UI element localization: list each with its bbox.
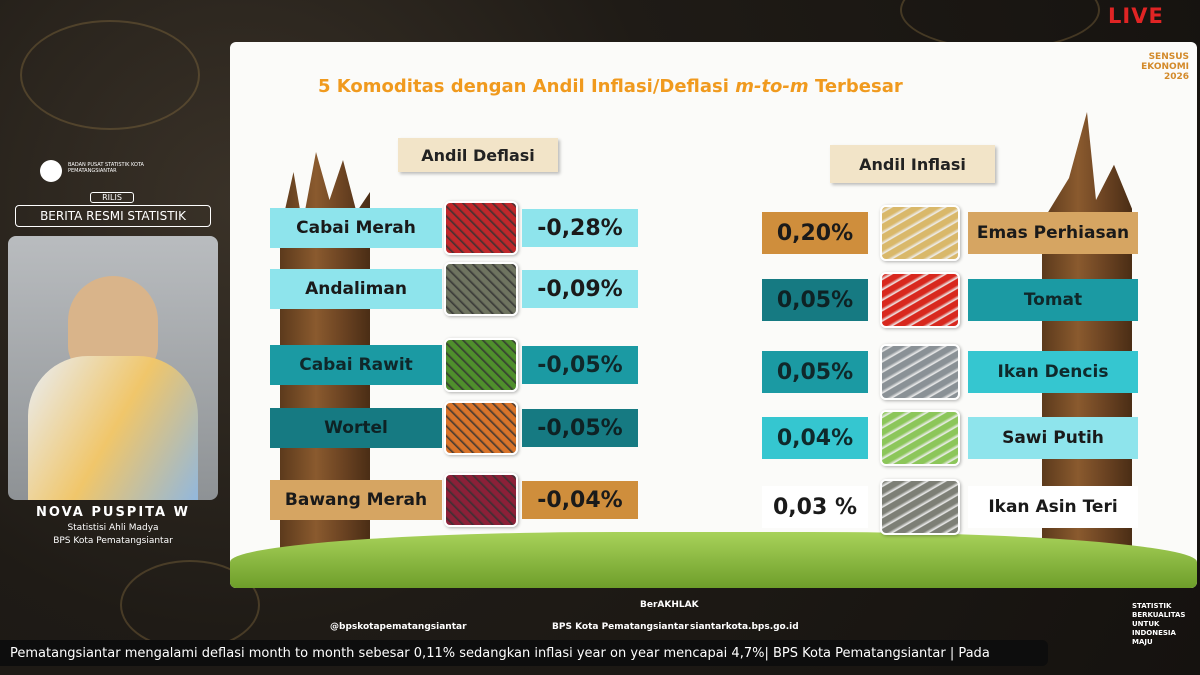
background-swirl — [20, 20, 200, 130]
presenter-name: NOVA PUSPITA W — [36, 505, 190, 520]
motto-line: UNTUK — [1132, 620, 1160, 628]
berakhlak-logo: BerAKHLAK — [640, 600, 699, 610]
instagram-handle: @bpskotapematangsiantar — [330, 622, 467, 632]
banner: BERITA RESMI STATISTIK — [15, 205, 211, 227]
commodity-name: Cabai Merah — [270, 208, 442, 248]
presenter-role: Statistisi Ahli Madya — [67, 523, 159, 533]
commodity-image — [880, 410, 960, 466]
motto-line: INDONESIA — [1132, 629, 1176, 637]
commodity-name: Tomat — [968, 279, 1138, 321]
presenter-office: BPS Kota Pematangsiantar — [53, 536, 173, 546]
contribution-value: -0,04% — [522, 481, 638, 519]
logo-line: EKONOMI — [1141, 62, 1189, 72]
logo-line: 2026 — [1163, 72, 1189, 82]
contribution-value: 0,05% — [762, 279, 868, 321]
footer-website: siantarkota.bps.go.id — [690, 622, 799, 632]
commodity-image — [880, 272, 960, 328]
commodity-image — [880, 479, 960, 535]
commodity-image — [880, 205, 960, 261]
presenter-video — [8, 236, 218, 500]
motto-line: MAJU — [1132, 638, 1153, 646]
title-italic: m-to-m — [735, 76, 809, 97]
slide: 5 Komoditas dengan Andil Inflasi/Deflasi… — [230, 42, 1197, 588]
title-suffix: Terbesar — [814, 76, 903, 97]
commodity-image — [880, 344, 960, 400]
title-prefix: 5 Komoditas dengan Andil Inflasi/Deflasi — [318, 76, 729, 97]
commodity-name: Emas Perhiasan — [968, 212, 1138, 254]
rilis-label: RILIS — [90, 192, 134, 203]
contribution-value: 0,04% — [762, 417, 868, 459]
contribution-value: 0,20% — [762, 212, 868, 254]
slide-title: 5 Komoditas dengan Andil Inflasi/Deflasi… — [318, 76, 903, 97]
contribution-value: -0,28% — [522, 209, 638, 247]
commodity-name: Ikan Dencis — [968, 351, 1138, 393]
motto: STATISTIK BERKUALITAS UNTUK INDONESIA MAJU — [1132, 602, 1185, 647]
commodity-name: Wortel — [270, 408, 442, 448]
commodity-image — [444, 401, 518, 455]
commodity-name: Bawang Merah — [270, 480, 442, 520]
commodity-image — [444, 473, 518, 527]
motto-line: STATISTIK — [1132, 602, 1172, 610]
commodity-image — [444, 201, 518, 255]
footer-brand: BPS Kota Pematangsiantar — [552, 622, 689, 632]
contribution-value: -0,09% — [522, 270, 638, 308]
bps-logo — [40, 160, 62, 182]
commodity-name: Sawi Putih — [968, 417, 1138, 459]
grass — [230, 532, 1197, 588]
contribution-value: -0,05% — [522, 409, 638, 447]
sensus-logo: SENSUS EKONOMI 2026 — [1141, 52, 1189, 82]
live-badge: LIVE — [1108, 4, 1164, 28]
presenter-body — [28, 356, 198, 500]
news-ticker: Pematangsiantar mengalami deflasi month … — [0, 640, 1048, 666]
org-name: BADAN PUSAT STATISTIK KOTA PEMATANGSIANT… — [68, 162, 144, 174]
commodity-image — [444, 338, 518, 392]
contribution-value: 0,05% — [762, 351, 868, 393]
commodity-image — [444, 262, 518, 316]
contribution-value: -0,05% — [522, 346, 638, 384]
commodity-name: Ikan Asin Teri — [968, 486, 1138, 528]
logo-line: SENSUS — [1148, 52, 1189, 62]
deflation-heading: Andil Deflasi — [398, 138, 558, 172]
contribution-value: 0,03 % — [762, 486, 868, 528]
inflation-heading: Andil Inflasi — [830, 145, 995, 183]
motto-line: BERKUALITAS — [1132, 611, 1186, 619]
commodity-name: Andaliman — [270, 269, 442, 309]
commodity-name: Cabai Rawit — [270, 345, 442, 385]
